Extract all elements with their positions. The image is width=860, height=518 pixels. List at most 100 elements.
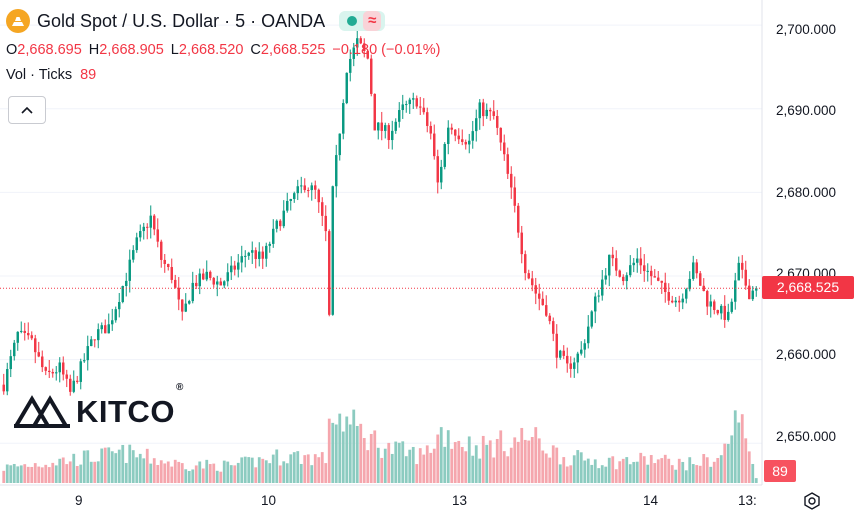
candle-body <box>755 288 758 291</box>
candle-body <box>226 272 229 282</box>
candle-body <box>30 335 33 339</box>
volume-bar <box>415 464 419 483</box>
volume-bar <box>334 424 338 483</box>
candle-body <box>524 254 527 274</box>
volume-bar <box>254 467 258 483</box>
high-value: 2,668.905 <box>99 42 164 58</box>
change-value: −0.180 (−0.01%) <box>332 42 441 58</box>
volume-bar <box>79 464 83 483</box>
volume-bar <box>530 437 534 483</box>
candle-body <box>97 329 100 341</box>
wave-icon: ≈ <box>363 11 382 31</box>
volume-bar <box>579 452 583 483</box>
candle-body <box>251 250 254 253</box>
candle-body <box>559 350 562 358</box>
high-label: H <box>88 42 100 58</box>
volume-bar <box>103 447 107 483</box>
candle-body <box>447 127 450 144</box>
candle-body <box>576 353 579 363</box>
volume-bar <box>548 457 552 483</box>
volume-bar <box>453 442 457 483</box>
volume-bar <box>702 454 706 483</box>
candle-body <box>69 378 72 392</box>
candle-body <box>597 295 600 297</box>
settings-icon[interactable] <box>802 491 822 516</box>
volume-bar <box>292 452 296 483</box>
volume-bar <box>369 433 373 483</box>
volume-value: 89 <box>80 67 97 83</box>
volume-bar <box>355 425 359 483</box>
volume-bar <box>583 460 587 483</box>
volume-bar <box>537 438 541 483</box>
volume-bar <box>257 457 261 483</box>
candle-body <box>622 276 625 282</box>
volume-bar <box>716 458 720 483</box>
candle-body <box>401 104 404 111</box>
volume-bar <box>26 466 30 483</box>
candle-body <box>720 305 723 314</box>
candle-body <box>370 58 373 94</box>
candle-body <box>653 276 656 278</box>
volume-bar <box>506 456 510 483</box>
candle-body <box>223 281 226 286</box>
last-price-tag: 2,668.525 <box>762 276 854 299</box>
volume-bar <box>243 456 247 483</box>
volume-bar <box>422 454 426 483</box>
candle-body <box>293 193 296 199</box>
volume-bar <box>2 470 6 483</box>
candle-body <box>268 243 271 246</box>
collapse-legend-button[interactable] <box>8 96 46 124</box>
x-tick-label: 13: <box>738 493 757 508</box>
candle-body <box>534 285 537 294</box>
volume-tag: 89 <box>764 460 796 482</box>
candle-body <box>660 280 663 283</box>
candle-body <box>517 205 520 233</box>
volume-bar <box>296 451 300 483</box>
volume-bar <box>555 447 559 483</box>
volume-bar <box>215 470 219 483</box>
candle-body <box>685 289 688 299</box>
candle-body <box>146 226 149 228</box>
volume-bar <box>649 455 653 483</box>
x-tick-label: 10 <box>261 493 277 508</box>
volume-bar <box>30 466 34 483</box>
volume-bar <box>114 453 118 483</box>
volume-bar <box>527 440 531 483</box>
volume-bar <box>194 465 198 483</box>
candle-body <box>13 342 16 357</box>
candle-body <box>104 325 107 334</box>
volume-bar <box>229 465 233 483</box>
volume-bar <box>93 461 97 483</box>
volume-bar <box>600 465 604 483</box>
candle-body <box>324 215 327 232</box>
volume-bar <box>299 463 303 483</box>
low-label: L <box>170 42 179 58</box>
ohlc-values: O 2,668.695 H 2,668.905 L 2,668.520 C 2,… <box>6 40 447 60</box>
data-source: OANDA <box>261 10 326 31</box>
volume-bar <box>96 461 100 483</box>
candle-body <box>363 43 366 51</box>
volume-bar <box>439 427 443 483</box>
candle-body <box>41 356 44 368</box>
volume-bar <box>464 451 468 483</box>
candle-body <box>464 141 467 145</box>
candle-body <box>573 362 576 369</box>
volume-bar <box>110 451 114 483</box>
volume-bar <box>19 465 23 483</box>
interval-label: 5 <box>235 10 246 31</box>
market-status-pill[interactable]: ≈ <box>339 11 386 31</box>
volume-bar <box>485 444 489 483</box>
volume-legend[interactable]: Vol · Ticks 89 <box>6 65 447 85</box>
candle-body <box>86 346 89 361</box>
candle-body <box>349 58 352 73</box>
volume-bar <box>408 449 412 483</box>
candle-body <box>604 275 607 280</box>
symbol-title-row[interactable]: Gold Spot / U.S. Dollar · 5 · OANDA ≈ <box>6 6 447 36</box>
candle-body <box>377 122 380 131</box>
candle-body <box>6 369 9 392</box>
candle-body <box>552 321 555 334</box>
volume-bar <box>250 457 254 483</box>
candle-body <box>433 133 436 157</box>
candle-body <box>233 265 236 270</box>
